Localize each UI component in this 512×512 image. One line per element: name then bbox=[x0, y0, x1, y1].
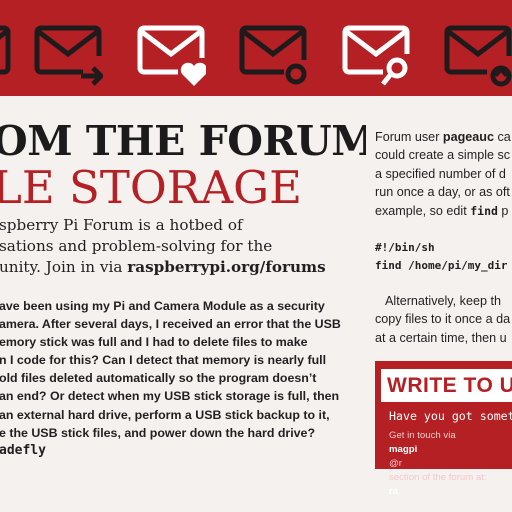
question-line: an end? Or detect when my USB stick stor… bbox=[0, 389, 340, 404]
question-paragraph: ave been using my Pi and Camera Module a… bbox=[0, 297, 366, 460]
intro-line: unity. Join in via raspberrypi.org/forum… bbox=[0, 257, 366, 278]
write-body-prefix: Get in touch via bbox=[389, 430, 456, 441]
answer-paragraph-2: Alternatively, keep th copy files to it … bbox=[375, 292, 512, 347]
answer-line: run once a day, or as oft bbox=[375, 185, 510, 200]
question-line: e the USB stick files, and power down th… bbox=[0, 425, 316, 440]
answer-line: could create a simple sc bbox=[375, 148, 511, 163]
write-to-us-box: WRITE TO U Have you got somethi Get in t… bbox=[375, 361, 512, 497]
mail-forward-icon bbox=[33, 20, 103, 88]
write-title: WRITE TO U bbox=[387, 374, 512, 397]
article-right-column: Forum user pageauc ca could create a sim… bbox=[375, 128, 512, 512]
intro-paragraph: spberry Pi Forum is a hotbed of sations … bbox=[0, 215, 366, 278]
write-body-suffix: @r bbox=[389, 458, 402, 469]
article-title: OM THE FORUM: bbox=[0, 117, 366, 165]
mail-heart-icon bbox=[136, 20, 206, 88]
intro-line: sations and problem-solving for the bbox=[0, 237, 273, 255]
answer-line: Forum user pageauc ca bbox=[375, 128, 512, 146]
article-left-column: OM THE FORUM: LE STORAGE spberry Pi Foru… bbox=[0, 104, 366, 512]
question-line: emory stick was full and I had to delete… bbox=[0, 335, 308, 350]
answer-line: Alternatively, keep th bbox=[385, 294, 501, 308]
code-line: #!/bin/sh bbox=[375, 241, 435, 254]
forum-username: pageauc bbox=[442, 130, 494, 144]
email-link[interactable]: magpi bbox=[389, 444, 418, 455]
question-line: n I code for this? Can I detect that mem… bbox=[0, 353, 327, 368]
write-body-prefix: section of the forum at: bbox=[389, 472, 487, 483]
write-title-panel: WRITE TO U bbox=[381, 369, 512, 402]
mail-partial-icon bbox=[0, 20, 12, 88]
answer-line-suffix: p bbox=[497, 203, 509, 218]
code-block: #!/bin/sh find /home/pi/my_dir bbox=[375, 239, 512, 275]
answer-line: copy files to it once a da bbox=[375, 312, 511, 327]
question-line: amera. After several days, I received an… bbox=[0, 317, 341, 332]
mail-circle-icon bbox=[238, 20, 308, 88]
article-subtitle: LE STORAGE bbox=[0, 161, 302, 214]
question-author: adefly bbox=[0, 442, 46, 458]
question-line: old files deleted automatically so the p… bbox=[0, 371, 317, 386]
forum-url-link[interactable]: ra bbox=[389, 486, 399, 497]
code-line: find /home/pi/my_dir bbox=[375, 259, 508, 272]
write-subtitle: Have you got somethi bbox=[389, 409, 512, 423]
answer-line: at a certain time, then u bbox=[375, 330, 507, 345]
write-body: Get in touch via magpi @r section of the … bbox=[389, 429, 487, 499]
intro-line-prefix: unity. Join in via bbox=[0, 258, 128, 276]
write-body-line: section of the forum at: ra bbox=[389, 471, 487, 499]
find-command: find bbox=[470, 203, 498, 218]
question-line: ave been using my Pi and Camera Module a… bbox=[0, 299, 325, 313]
answer-line: a specified number of d bbox=[375, 166, 506, 181]
answer-paragraph: Forum user pageauc ca could create a sim… bbox=[375, 128, 512, 220]
answer-line-prefix: Forum user bbox=[375, 130, 443, 144]
answer-line: example, so edit find p bbox=[375, 202, 512, 220]
forum-link[interactable]: raspberrypi.org/forums bbox=[127, 258, 326, 276]
mail-up-icon bbox=[443, 20, 512, 88]
write-body-line: Get in touch via magpi @r bbox=[389, 429, 487, 471]
answer-line-suffix: ca bbox=[494, 130, 511, 144]
question-line: an external hard drive, perform a USB st… bbox=[0, 407, 330, 422]
header-banner bbox=[0, 0, 512, 96]
intro-line: spberry Pi Forum is a hotbed of bbox=[0, 216, 243, 234]
answer-line-prefix: example, so edit bbox=[375, 203, 471, 218]
mail-search-icon bbox=[341, 20, 411, 88]
